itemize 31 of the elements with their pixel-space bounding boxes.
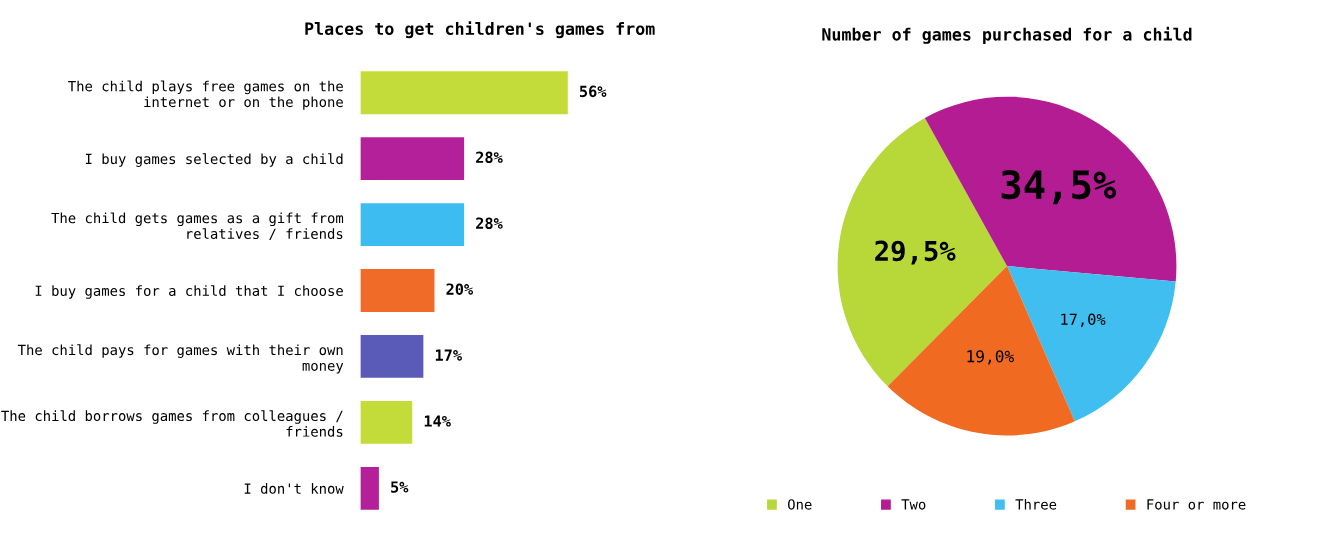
data-label: 34,5% xyxy=(1001,169,1117,205)
bar xyxy=(360,203,465,246)
y-tick-label: The child pays for games with their own money xyxy=(17,344,344,374)
data-label: 56% xyxy=(579,85,607,98)
data-label: 29,5% xyxy=(875,240,956,265)
y-tick-label: The child plays free games on the internet or on the phone xyxy=(68,80,343,110)
bar xyxy=(360,335,424,378)
data-label: 19,0% xyxy=(967,350,1014,365)
data-label: 28% xyxy=(476,151,503,164)
bar xyxy=(360,466,379,510)
data-label: 28% xyxy=(476,217,503,229)
data-label: 17,0% xyxy=(1061,313,1106,328)
y-tick-label: I buy games for a child that I choose xyxy=(35,285,343,299)
legend-label: Four or more xyxy=(1147,499,1246,510)
legend-label: Two xyxy=(901,499,926,510)
bar xyxy=(360,71,568,115)
chart-title: Number of games purchased for a child xyxy=(822,26,1192,44)
data-label: 14% xyxy=(424,415,451,427)
y-tick-label: The child borrows games from colleagues / friends xyxy=(1,410,343,437)
chart-title: Places to get children's games from xyxy=(305,21,655,39)
data-label: 5% xyxy=(391,481,409,493)
y-tick-label: The child gets games as a gift from relatives / friends xyxy=(51,212,344,241)
bar xyxy=(360,137,465,181)
data-label: 17% xyxy=(435,349,462,361)
bar xyxy=(360,269,435,312)
y-tick-label: I don't know xyxy=(244,483,344,494)
bar xyxy=(360,400,413,444)
legend-label: Three xyxy=(1015,498,1057,510)
data-label: 20% xyxy=(446,283,474,295)
legend-label: One xyxy=(788,499,812,510)
y-tick-label: I buy games selected by a child xyxy=(85,153,343,167)
